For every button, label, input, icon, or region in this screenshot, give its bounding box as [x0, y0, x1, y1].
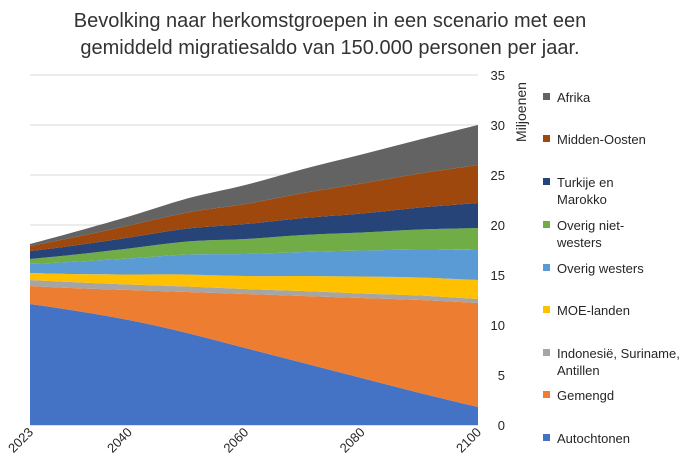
chart-title-line-1: Bevolking naar herkomstgroepen in een sc…: [73, 10, 587, 32]
y-axis-label: Miljoenen: [513, 82, 529, 142]
area-turkije-en-marokko: [30, 203, 478, 259]
area-series: [30, 125, 478, 425]
legend-swatch: [543, 221, 550, 228]
legend-swatch: [543, 391, 550, 398]
y-tick-label: 0: [498, 418, 505, 433]
y-tick-label: 10: [491, 318, 505, 333]
area-autochtonen: [30, 304, 478, 425]
legend-label: Gemengd: [557, 388, 615, 403]
y-tick-label: 25: [491, 168, 505, 183]
legend-label: MOE-landen: [557, 303, 630, 318]
legend-swatch: [543, 93, 550, 100]
area-afrika: [30, 125, 478, 246]
legend-label: Autochtonen: [557, 431, 631, 446]
legend-item-gemengd[interactable]: Gemengd: [543, 387, 680, 404]
legend-label: Turkije en Marokko: [557, 175, 614, 207]
legend-item-afrika[interactable]: Afrika: [543, 89, 680, 106]
legend-swatch: [543, 264, 550, 271]
y-tick-label: 35: [491, 68, 505, 83]
y-tick-label: 20: [491, 218, 505, 233]
chart-title: Bevolking naar herkomstgroepen in een sc…: [30, 8, 630, 62]
legend-label: Overig niet-westers: [557, 218, 625, 250]
legend-item-autochtonen[interactable]: Autochtonen: [543, 430, 680, 447]
y-tick-label: 30: [491, 118, 505, 133]
y-tick-label: 5: [498, 368, 505, 383]
area-moe-landen: [30, 273, 478, 299]
area-gemengd: [30, 286, 478, 407]
legend-label: Overig westers: [557, 261, 644, 276]
area-overig-niet-westers: [30, 228, 478, 264]
legend-swatch: [543, 306, 550, 313]
area-indonesi-suriname-antillen: [30, 280, 478, 303]
area-overig-westers: [30, 249, 478, 280]
legend-label: Indonesië, Suriname, Antillen: [557, 346, 680, 378]
y-axis-ticks: 0 5 10 15 20 25 30 35: [491, 68, 505, 433]
area-midden-oosten: [30, 165, 478, 251]
x-tick-label: 2100: [453, 425, 484, 456]
legend-swatch: [543, 349, 550, 356]
legend-item-overig-westers[interactable]: Overig westers: [543, 260, 680, 277]
x-tick-label: 2023: [5, 425, 36, 456]
legend-item-midden-oosten[interactable]: Midden-Oosten: [543, 131, 680, 148]
legend-item-overig-niet-westers[interactable]: Overig niet-westers: [543, 217, 637, 251]
x-tick-label: 2080: [337, 425, 368, 456]
chart-title-line-2: gemiddeld migratiesaldo van 150.000 pers…: [80, 37, 580, 59]
legend-swatch: [543, 434, 550, 441]
legend-swatch: [543, 178, 550, 185]
legend-item-indonesie-suriname-antillen[interactable]: Indonesië, Suriname, Antillen: [543, 345, 680, 379]
legend-swatch: [543, 135, 550, 142]
y-tick-label: 15: [491, 268, 505, 283]
x-axis-ticks: 2023 2040 2060 2080 2100: [5, 425, 484, 456]
x-tick-label: 2060: [220, 425, 251, 456]
legend-item-moe-landen[interactable]: MOE-landen: [543, 302, 680, 319]
legend-label: Afrika: [557, 90, 591, 105]
x-tick-label: 2040: [104, 425, 135, 456]
legend-label: Midden-Oosten: [557, 132, 646, 147]
legend-item-turkije-marokko[interactable]: Turkije en Marokko: [543, 174, 637, 208]
